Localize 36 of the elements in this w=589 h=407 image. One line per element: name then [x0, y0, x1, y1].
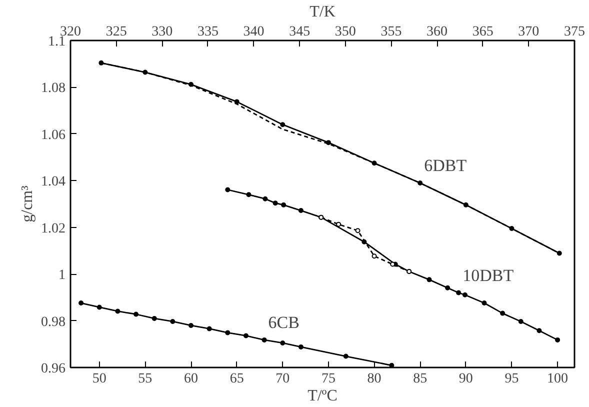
- x2-tick-label: 375: [564, 24, 585, 40]
- x-tick-label: 90: [458, 372, 473, 386]
- x2-tick-label: 365: [472, 24, 494, 40]
- x2-tick-label: 345: [289, 24, 310, 40]
- series-label: 6CB: [268, 312, 300, 332]
- x-tick-label: 95: [504, 372, 519, 386]
- x2-tick-label: 370: [518, 24, 540, 40]
- series-label: 10DBT: [462, 266, 514, 285]
- x-tick-label: 50: [92, 372, 106, 386]
- y-tick-label: 1.04: [41, 174, 66, 190]
- x-tick-label: 55: [138, 372, 152, 386]
- x2-tick-label: 325: [106, 24, 127, 40]
- x-tick-label: 75: [321, 372, 336, 386]
- y-tick-label: 1.06: [41, 128, 66, 143]
- series-label: 6DBT: [424, 156, 468, 175]
- y-tick-label: 1.08: [41, 81, 66, 96]
- x2-axis-title: T/K: [310, 4, 336, 20]
- x2-tick-label: 360: [426, 24, 448, 40]
- x-tick-label: 60: [184, 372, 198, 386]
- x-tick-label: 100: [547, 372, 568, 386]
- x2-tick-label: 355: [380, 24, 402, 40]
- x2-tick-label: 330: [152, 24, 173, 40]
- x2-tick-label: 335: [197, 24, 218, 40]
- y-tick-label: 1.1: [48, 34, 66, 50]
- y-tick-label: 1.02: [41, 221, 66, 236]
- y-tick-label: 1: [58, 268, 66, 284]
- x-tick-label: 85: [413, 372, 428, 386]
- x-axis-title: T/ºC: [308, 388, 338, 404]
- x-tick-label: 65: [230, 372, 244, 386]
- x2-tick-label: 350: [334, 24, 356, 40]
- y-tick-label: 0.96: [41, 362, 66, 376]
- x-tick-label: 70: [276, 372, 290, 386]
- y-axis-title: g/cm³: [19, 185, 36, 222]
- x2-tick-label: 340: [243, 24, 264, 40]
- y-tick-label: 0.98: [41, 314, 66, 330]
- x-tick-label: 80: [367, 372, 382, 386]
